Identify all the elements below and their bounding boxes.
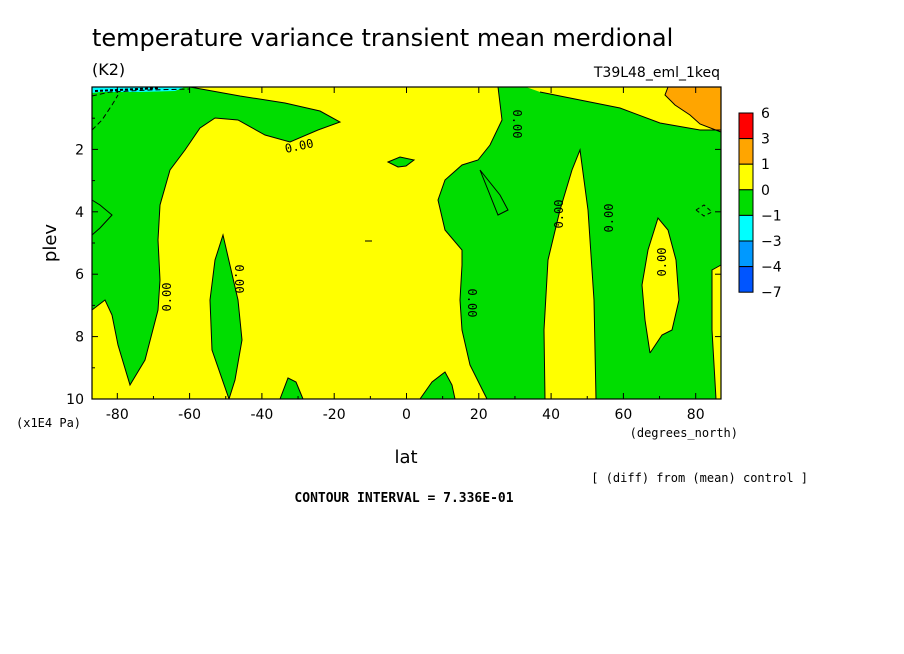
colorbar-swatch: [738, 163, 754, 191]
colorbar: 6 3 1 0 −1 −3 −4 −7: [738, 106, 782, 301]
colorbar-swatch: [738, 189, 754, 216]
negative-region-westmid: [92, 200, 112, 235]
positive-region-band-40-60: [544, 150, 596, 399]
contour-label: 0.00: [510, 110, 524, 139]
x-tick-label: 40: [542, 407, 560, 423]
contour-line-east-edge: [711, 264, 722, 400]
contour-line-orange: [664, 86, 722, 133]
colorbar-label: 3: [761, 132, 770, 148]
contour-line-westmid: [91, 199, 113, 236]
negative-region-westcol: [210, 235, 242, 399]
diff-note: [ (diff) from (mean) control ]: [591, 471, 808, 485]
low-negative-region: [92, 87, 185, 93]
y-axis-units: (x1E4 Pa): [16, 416, 81, 430]
y-tick-label: 2: [75, 142, 84, 158]
x-tick-label: -80: [106, 407, 129, 423]
colorbar-swatch: [738, 112, 754, 140]
contour-line-northwest: [91, 86, 342, 387]
negative-region-northwest: [92, 87, 340, 385]
contour-line-small-blob: [386, 156, 416, 168]
y-axis-label: plev: [40, 224, 61, 263]
y-axis: 2 4 6 8 10: [66, 117, 721, 408]
colorbar-label: −4: [761, 260, 782, 276]
x-tick-label: 80: [687, 407, 705, 423]
x-axis-units: (degrees_north): [630, 426, 738, 440]
contour-line-east-inner: [479, 169, 509, 216]
x-axis-label: lat: [394, 447, 417, 468]
y-tick-label: 6: [75, 267, 84, 283]
contour-label: 0.00: [160, 283, 174, 312]
chart-units: (K2): [92, 60, 125, 79]
colorbar-swatch: [738, 266, 754, 293]
contour-line-70N: [641, 216, 680, 354]
contour-label: 0.00: [232, 265, 246, 294]
colorbar-label: 0: [761, 183, 770, 199]
colorbar-label: −1: [761, 208, 782, 224]
x-axis: -80 -60 -40 -20 0 20 40 60 80: [106, 87, 705, 423]
high-positive-region: [665, 87, 721, 132]
contour-labels: 0.00 0.00 0.00 0.00 0.00 0.00 0.00 0.00: [160, 110, 669, 318]
contour-line-east: [437, 86, 503, 400]
x-tick-label: -60: [178, 407, 201, 423]
colorbar-label: −7: [761, 285, 782, 301]
contour-label: 0.00: [284, 136, 315, 156]
x-tick-label: 60: [614, 407, 632, 423]
contour-line-midbottom: [279, 377, 304, 400]
colorbar-label: −3: [761, 234, 782, 250]
zero-contours: [91, 86, 722, 400]
y-tick-label: 4: [75, 205, 84, 221]
x-tick-label: 20: [470, 407, 488, 423]
chart-title: temperature variance transient mean merd…: [92, 24, 673, 52]
y-tick-label: 10: [66, 392, 84, 408]
plot-area: 0.00 0.00 0.00 0.00 0.00 0.00 0.00 0.00: [91, 86, 722, 400]
x-tick-label: -40: [250, 407, 273, 423]
positive-region-70N: [642, 218, 679, 353]
negative-region-bottom-center: [420, 372, 455, 399]
negative-region-midbottom: [280, 378, 303, 399]
positive-region-central-east: [480, 170, 508, 215]
colorbar-swatch: [738, 138, 754, 165]
contour-line-westcol: [209, 233, 243, 400]
x-tick-label: -20: [323, 407, 346, 423]
colorbar-label: 6: [761, 106, 770, 122]
contour-line-northeast: [539, 91, 721, 131]
colorbar-swatch: [738, 214, 754, 242]
contour-label: 0.00: [655, 248, 669, 277]
colorbar-label: 1: [761, 157, 770, 173]
contour-line-bottom-center: [419, 371, 456, 400]
run-label: T39L48_eml_1keq: [593, 65, 720, 81]
contour-label: 0.00: [465, 289, 479, 318]
x-tick-label: 0: [402, 407, 411, 423]
contour-interval: CONTOUR INTERVAL = 7.336E-01: [294, 491, 513, 506]
contour-label: 0.00: [602, 204, 616, 233]
contour-line-band-40-60: [543, 148, 597, 400]
colorbar-swatch: [738, 240, 754, 268]
contour-line-dashed-west: [91, 88, 191, 97]
contour-line-hatch: [94, 87, 161, 92]
y-tick-label: 8: [75, 330, 84, 346]
contour-label: 0.00: [552, 200, 566, 229]
